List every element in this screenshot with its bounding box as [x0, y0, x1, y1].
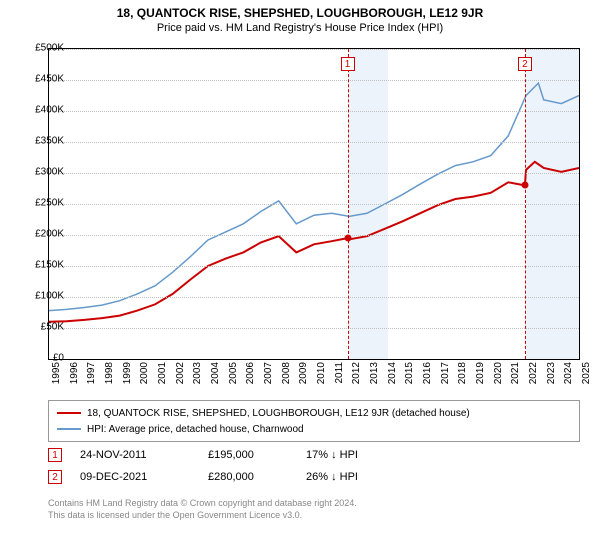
footer-line2: This data is licensed under the Open Gov…	[48, 510, 580, 522]
y-axis-label: £450K	[24, 74, 64, 85]
x-axis-label: 2011	[334, 362, 345, 392]
sale-row: 1 24-NOV-2011 £195,000 17% ↓ HPI	[48, 444, 580, 466]
x-axis-label: 2007	[263, 362, 274, 392]
gridline	[49, 297, 579, 298]
x-axis-label: 2013	[369, 362, 380, 392]
x-axis-label: 2002	[175, 362, 186, 392]
y-axis-label: £150K	[24, 260, 64, 271]
y-axis-label: £100K	[24, 291, 64, 302]
sale-marker: 2	[48, 470, 62, 484]
y-axis-label: £300K	[24, 167, 64, 178]
gridline	[49, 173, 579, 174]
sale-delta: 26% ↓ HPI	[306, 471, 396, 483]
x-axis-label: 2001	[157, 362, 168, 392]
y-axis-label: £200K	[24, 229, 64, 240]
x-axis-label: 2003	[192, 362, 203, 392]
x-axis-label: 1997	[86, 362, 97, 392]
y-axis-label: £50K	[24, 322, 64, 333]
y-axis-label: £500K	[24, 43, 64, 54]
gridline	[49, 142, 579, 143]
x-axis-label: 2017	[440, 362, 451, 392]
y-axis-label: £350K	[24, 136, 64, 147]
sales-table: 1 24-NOV-2011 £195,000 17% ↓ HPI 2 09-DEC-202…	[48, 444, 580, 488]
x-axis-label: 2018	[457, 362, 468, 392]
x-axis-label: 1998	[104, 362, 115, 392]
gridline	[49, 80, 579, 81]
legend-item: 18, QUANTOCK RISE, SHEPSHED, LOUGHBOROUG…	[57, 405, 571, 421]
gridline	[49, 49, 579, 50]
sale-price: £280,000	[208, 471, 288, 483]
x-axis-label: 2016	[422, 362, 433, 392]
x-axis-label: 1995	[51, 362, 62, 392]
legend-swatch	[57, 428, 81, 430]
reference-line	[348, 49, 349, 359]
x-axis-label: 2020	[493, 362, 504, 392]
gridline	[49, 266, 579, 267]
x-axis-label: 1996	[69, 362, 80, 392]
reference-marker: 1	[341, 57, 355, 71]
x-axis-label: 2005	[228, 362, 239, 392]
sale-price: £195,000	[208, 449, 288, 461]
legend-label: HPI: Average price, detached house, Char…	[87, 424, 304, 435]
chart-title: 18, QUANTOCK RISE, SHEPSHED, LOUGHBOROUG…	[0, 0, 600, 20]
x-axis-label: 2004	[210, 362, 221, 392]
data-point-marker	[344, 235, 351, 242]
sale-date: 24-NOV-2011	[80, 449, 190, 461]
x-axis-label: 2019	[475, 362, 486, 392]
gridline	[49, 204, 579, 205]
legend: 18, QUANTOCK RISE, SHEPSHED, LOUGHBOROUG…	[48, 400, 580, 442]
x-axis-label: 2009	[298, 362, 309, 392]
gridline	[49, 111, 579, 112]
plot-area: 12	[48, 48, 580, 360]
x-axis-label: 2006	[245, 362, 256, 392]
x-axis-label: 2015	[404, 362, 415, 392]
reference-marker: 2	[518, 57, 532, 71]
x-axis-label: 2023	[546, 362, 557, 392]
x-axis-label: 2022	[528, 362, 539, 392]
x-axis-label: 2024	[563, 362, 574, 392]
sale-delta: 17% ↓ HPI	[306, 449, 396, 461]
x-axis-label: 2000	[139, 362, 150, 392]
legend-swatch	[57, 412, 81, 414]
sale-row: 2 09-DEC-2021 £280,000 26% ↓ HPI	[48, 466, 580, 488]
x-axis-label: 2014	[387, 362, 398, 392]
chart-subtitle: Price paid vs. HM Land Registry's House …	[0, 20, 600, 40]
sale-date: 09-DEC-2021	[80, 471, 190, 483]
gridline	[49, 235, 579, 236]
sale-marker: 1	[48, 448, 62, 462]
x-axis-label: 2012	[351, 362, 362, 392]
legend-item: HPI: Average price, detached house, Char…	[57, 421, 571, 437]
data-point-marker	[521, 182, 528, 189]
x-axis-label: 2025	[581, 362, 592, 392]
x-axis-label: 2008	[281, 362, 292, 392]
gridline	[49, 328, 579, 329]
chart-container: 18, QUANTOCK RISE, SHEPSHED, LOUGHBOROUG…	[0, 0, 600, 560]
y-axis-label: £250K	[24, 198, 64, 209]
x-axis-label: 1999	[122, 362, 133, 392]
reference-line	[525, 49, 526, 359]
legend-label: 18, QUANTOCK RISE, SHEPSHED, LOUGHBOROUG…	[87, 408, 470, 419]
series-line-hpi_index	[49, 83, 579, 311]
footer-line1: Contains HM Land Registry data © Crown c…	[48, 498, 580, 510]
x-axis-label: 2010	[316, 362, 327, 392]
x-axis-label: 2021	[510, 362, 521, 392]
footer-text: Contains HM Land Registry data © Crown c…	[48, 498, 580, 521]
y-axis-label: £400K	[24, 105, 64, 116]
